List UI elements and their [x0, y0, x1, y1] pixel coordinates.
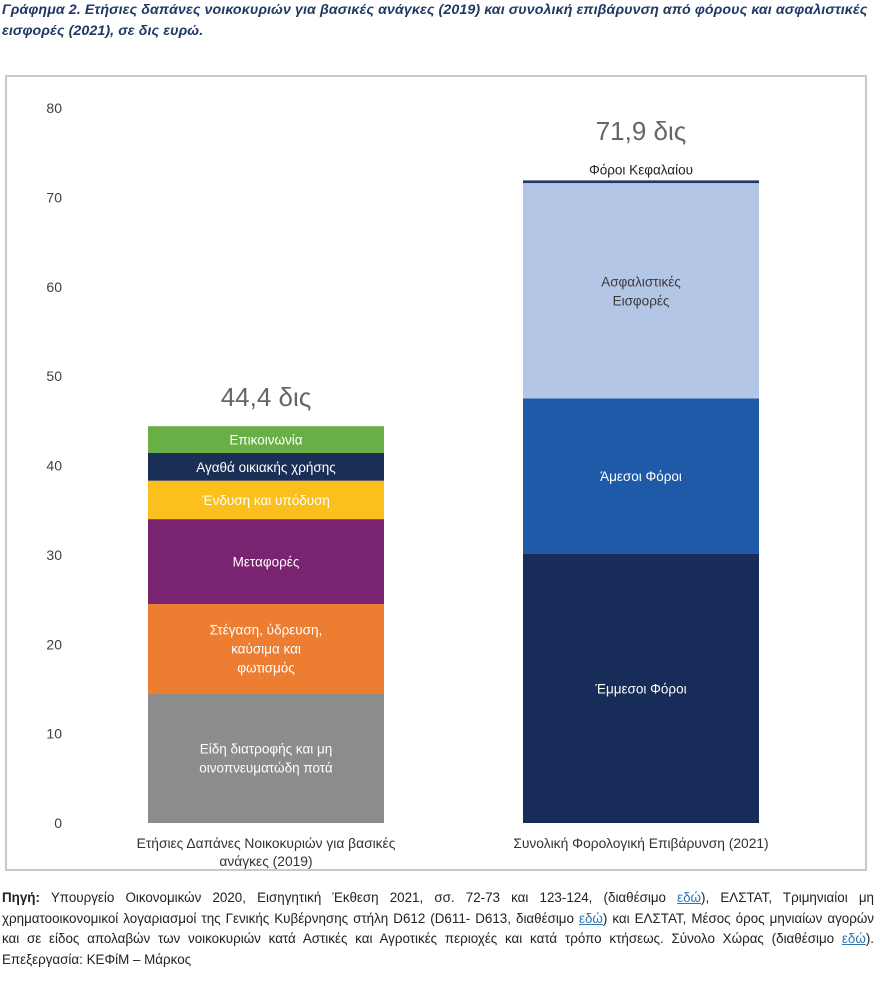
- y-tick-label: 60: [46, 279, 62, 295]
- segment-label: Άμεσοι Φόροι: [600, 469, 682, 484]
- segment-label: Φόροι Κεφαλαίου: [589, 162, 693, 177]
- segment-label: Έμμεσοι Φόροι: [594, 681, 686, 696]
- total-label: 44,4 δις: [221, 382, 312, 412]
- y-tick-label: 50: [46, 368, 62, 384]
- segment-label: Αγαθά οικιακής χρήσης: [196, 460, 336, 475]
- segment-label: οινοπνευματώδη ποτά: [199, 761, 333, 776]
- y-tick-label: 0: [54, 815, 62, 831]
- bar-segment: [523, 180, 759, 184]
- source-text-4: ). Επεξεργασία: ΚΕΦίΜ – Μάρκος: [2, 931, 874, 967]
- source-link-1[interactable]: εδώ: [677, 890, 702, 905]
- bar-segment: [148, 693, 384, 823]
- x-category-label: Συνολική Φορολογική Επιβάρυνση (2021): [513, 836, 768, 851]
- segment-label: Ασφαλιστικές: [601, 274, 681, 289]
- source-link-2[interactable]: εδώ: [579, 910, 603, 926]
- stacked-bar-chart: 0 10 20 30 40 50 60 70 80 Ετήσιες Δαπάνες Νοικοκυ…: [46, 100, 768, 869]
- bars: [148, 180, 759, 823]
- bar-segment: [148, 519, 384, 605]
- bar-segment: [523, 183, 759, 399]
- x-category-label: Ετήσιες Δαπάνες Νοικοκυριών για βασικές: [137, 836, 396, 851]
- segment-label: Στέγαση, ύδρευση,: [210, 623, 323, 638]
- segment-label: Επικοινωνία: [229, 433, 302, 448]
- bar-segment: [523, 553, 759, 823]
- segment-label: φωτισμός: [237, 661, 295, 676]
- segment-label: Εισφορές: [613, 293, 670, 308]
- y-tick-label: 80: [46, 100, 62, 116]
- source-label: Πηγή:: [2, 890, 40, 905]
- bar-segment: [148, 604, 384, 694]
- bar-segment: [148, 452, 384, 481]
- source-link-3[interactable]: εδώ: [841, 931, 866, 946]
- y-axis: 0 10 20 30 40 50 60 70 80 Ετήσιες Δαπάνες Νοικοκυ…: [46, 100, 768, 869]
- source-text-3: ) και ΕΛΣΤΑΤ, Μέσος όρος μηνιαίων αγορών…: [2, 910, 874, 947]
- bar-segment: [148, 480, 384, 520]
- segment-label: Είδη διατροφής και μη: [200, 742, 333, 757]
- chart-title: Γράφημα 2. Ετήσιες δαπάνες νοικοκυριών γ…: [2, 2, 868, 39]
- source-text-2: ), ΕΛΣΤΑΤ, Τριμηνιαίοι μη χρηματοοικονομ…: [2, 890, 874, 926]
- bar-segment: [148, 426, 384, 453]
- total-label: 71,9 δις: [596, 116, 687, 146]
- segment-label: Μεταφορές: [233, 555, 300, 570]
- y-tick-label: 10: [46, 726, 62, 742]
- segment-label: Ένδυση και υπόδυση: [201, 493, 330, 508]
- y-tick-label: 30: [46, 547, 62, 563]
- x-category-label: ανάγκες (2019): [219, 854, 312, 869]
- source-text-1: Υπουργείο Οικονομικών 2020, Εισηγητική Έ…: [50, 890, 666, 905]
- source-note: Πηγή: Υπουργείο Οικονομικών 2020, Εισηγη…: [2, 888, 874, 970]
- segment-label: καύσιμα και: [231, 642, 301, 657]
- data-labels: Είδη διατροφής και μη οινοπνευματώδη ποτά…: [196, 116, 693, 776]
- y-tick-label: 20: [46, 636, 62, 652]
- y-tick-label: 70: [46, 189, 62, 205]
- bar-segment: [523, 398, 759, 554]
- y-tick-label: 40: [46, 458, 62, 474]
